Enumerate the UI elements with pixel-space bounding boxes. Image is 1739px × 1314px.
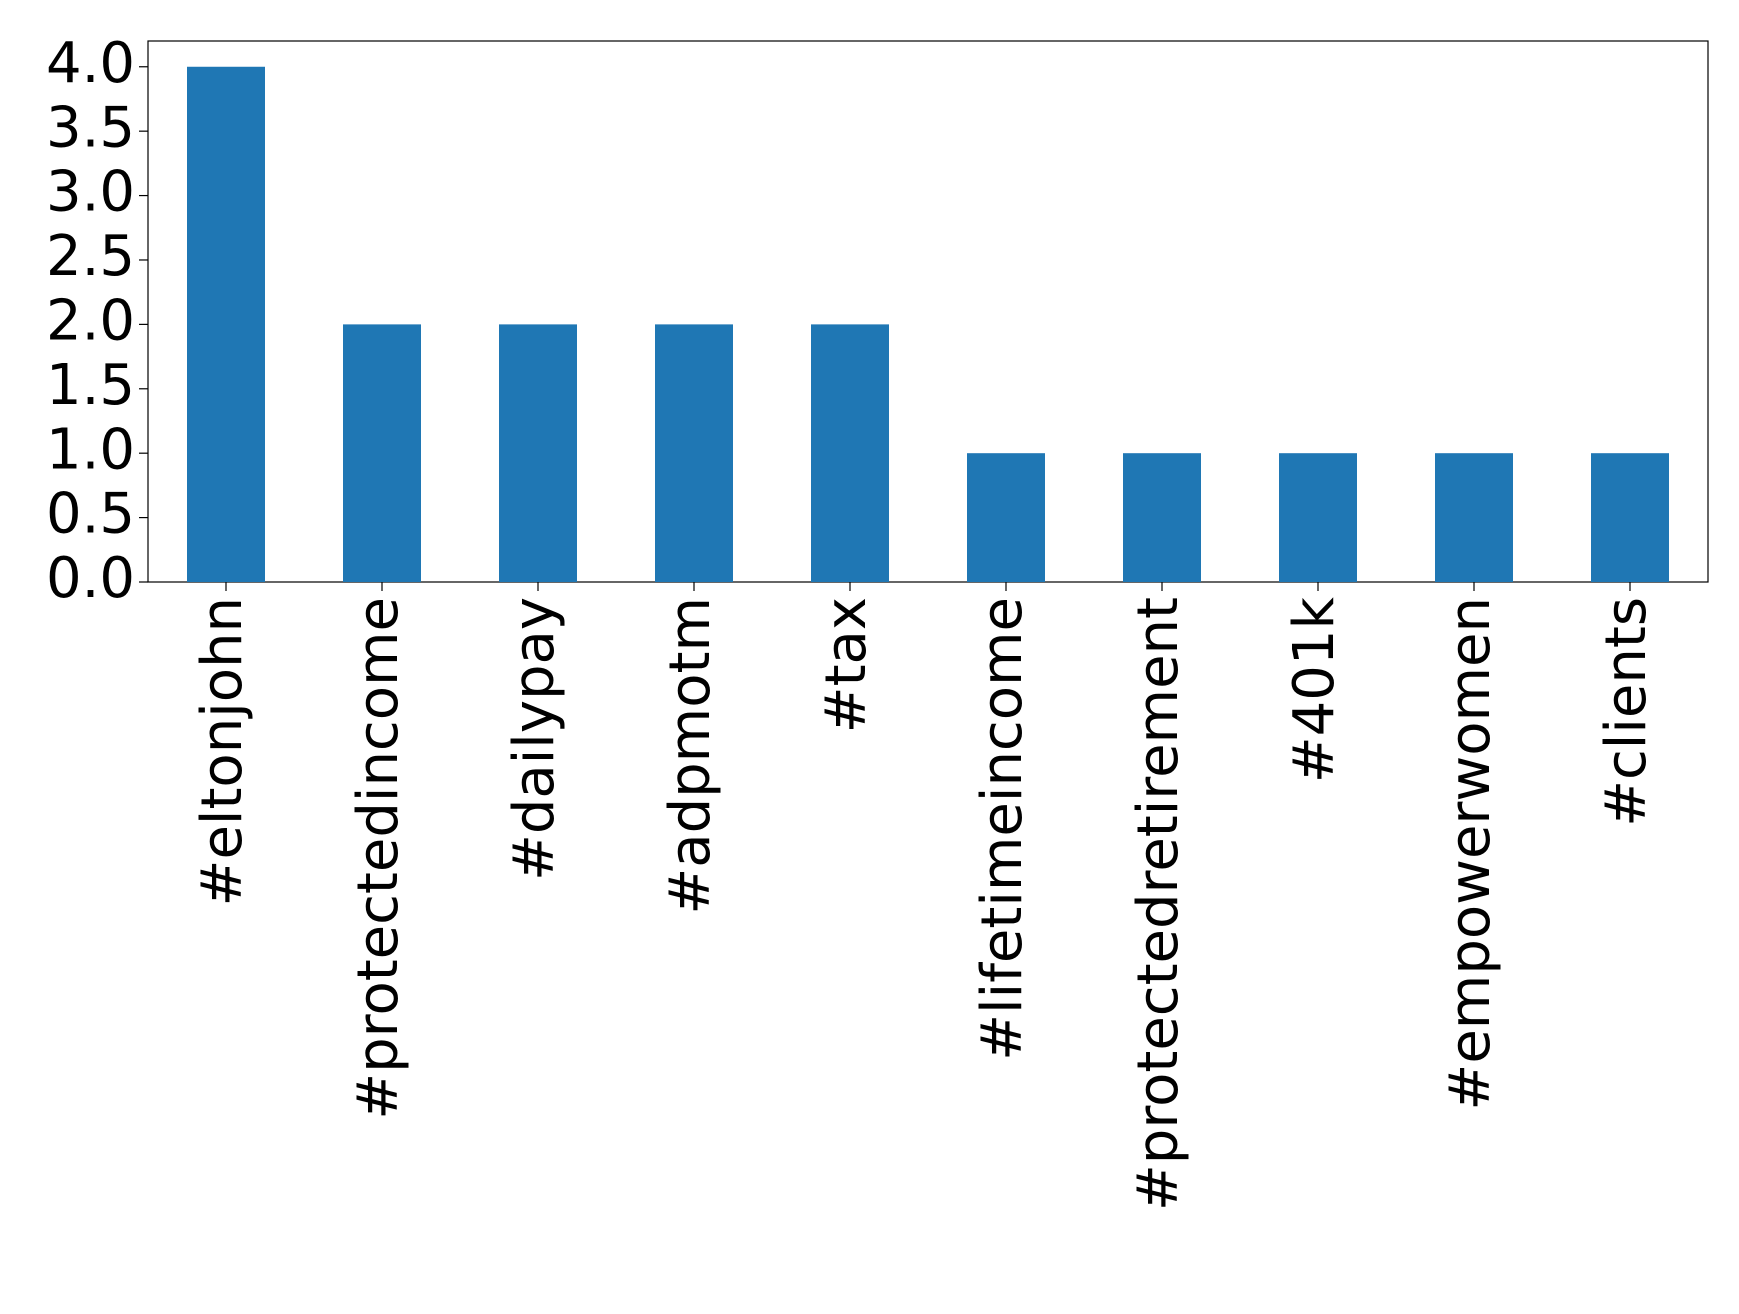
bar — [1435, 453, 1513, 582]
x-tick-label: #eltonjohn — [190, 597, 255, 906]
y-tick-label: 0.0 — [46, 546, 135, 611]
y-tick-label: 2.5 — [46, 224, 135, 289]
plot-frame — [147, 40, 1709, 583]
bar — [499, 324, 577, 582]
x-tick-label: #401k — [1282, 596, 1347, 783]
x-tick-label: #clients — [1594, 597, 1659, 827]
bar — [343, 324, 421, 582]
bar — [655, 324, 733, 582]
bar — [1591, 453, 1669, 582]
y-tick-label: 0.5 — [46, 482, 135, 547]
x-tick-label: #protectedretirement — [1126, 597, 1191, 1211]
bar — [187, 66, 265, 582]
x-tick-label: #protectedincome — [346, 597, 411, 1120]
bar — [811, 324, 889, 582]
x-tick-label: #empowerwomen — [1438, 597, 1503, 1111]
x-tick-label: #dailypay — [502, 597, 567, 881]
bar — [1279, 453, 1357, 582]
x-tick-label: #adpmotm — [658, 597, 723, 915]
x-tick-label: #lifetimeincome — [970, 597, 1035, 1061]
x-tick-label: #tax — [814, 597, 879, 733]
y-tick-label: 2.0 — [46, 289, 135, 354]
bar — [1123, 453, 1201, 582]
y-tick-label: 1.5 — [46, 353, 135, 418]
y-tick-label: 3.5 — [46, 95, 135, 160]
y-tick-label: 3.0 — [46, 160, 135, 225]
y-tick-label: 4.0 — [46, 31, 135, 96]
bar — [967, 453, 1045, 582]
y-tick-label: 1.0 — [46, 417, 135, 482]
